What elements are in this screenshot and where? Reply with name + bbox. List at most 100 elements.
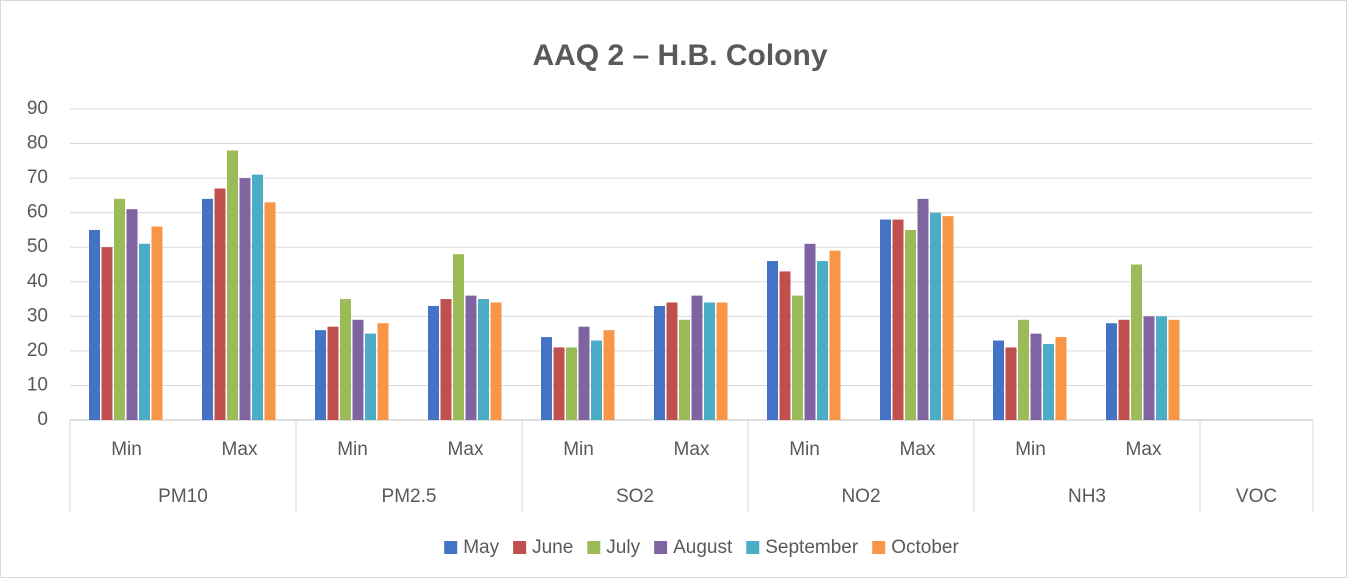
bar — [541, 337, 552, 420]
y-tick-label: 60 — [27, 202, 48, 223]
x-tick-label: Max — [1126, 439, 1162, 460]
bar — [679, 319, 690, 420]
legend-label: July — [606, 537, 640, 558]
bar — [993, 340, 1004, 420]
bar — [101, 247, 113, 420]
x-tick-label: Min — [563, 439, 594, 460]
bar — [817, 261, 828, 420]
bar — [453, 254, 464, 420]
y-tick-label: 50 — [27, 236, 48, 257]
bar — [89, 229, 100, 420]
legend-label: August — [673, 537, 733, 558]
bar — [490, 302, 502, 420]
y-tick-label: 70 — [27, 167, 48, 188]
legend-label: June — [532, 537, 573, 558]
bar — [1168, 319, 1180, 420]
legend-swatch — [444, 541, 458, 554]
legend-swatch — [513, 541, 527, 554]
bar — [1143, 316, 1155, 420]
legend-swatch — [872, 541, 886, 554]
group-label: NO2 — [841, 486, 880, 507]
bar — [264, 202, 276, 420]
bar — [905, 229, 916, 420]
x-tick-label: Max — [900, 439, 936, 460]
legend-label: May — [463, 537, 499, 558]
bar — [829, 250, 841, 420]
bar — [340, 299, 351, 420]
bar — [1156, 316, 1167, 420]
group-label: NH3 — [1068, 486, 1106, 507]
bar — [880, 219, 891, 420]
bar — [1055, 337, 1067, 420]
bar — [930, 212, 941, 420]
bar — [327, 326, 339, 420]
bar — [428, 305, 439, 420]
bar — [1030, 333, 1042, 420]
bar — [767, 261, 778, 420]
legend-swatch — [587, 541, 601, 554]
x-tick-label: Min — [789, 439, 820, 460]
legend-swatch — [746, 541, 760, 554]
bar — [804, 243, 816, 420]
legend-swatch — [654, 541, 668, 554]
bar — [792, 295, 803, 420]
bar — [227, 150, 238, 420]
bar — [214, 188, 226, 420]
bar — [1018, 319, 1029, 420]
bar — [666, 302, 678, 420]
y-tick-label: 0 — [37, 409, 48, 430]
bar — [553, 347, 565, 420]
bar — [603, 330, 615, 420]
bar — [1106, 323, 1117, 420]
group-label: PM10 — [158, 486, 208, 507]
bar — [139, 243, 150, 420]
bar — [654, 305, 665, 420]
bar — [252, 174, 263, 420]
bar — [942, 216, 954, 420]
bar — [892, 219, 904, 420]
y-tick-label: 80 — [27, 133, 48, 154]
x-tick-label: Max — [448, 439, 484, 460]
bar — [716, 302, 728, 420]
bar — [1005, 347, 1017, 420]
x-tick-label: Min — [337, 439, 368, 460]
bar — [151, 226, 163, 420]
bar — [315, 330, 326, 420]
bar — [377, 323, 389, 420]
bar — [917, 198, 929, 420]
bar — [578, 326, 590, 420]
bar — [566, 347, 577, 420]
bar — [202, 198, 213, 420]
bar — [478, 299, 489, 420]
y-tick-label: 20 — [27, 340, 48, 361]
y-tick-label: 90 — [27, 98, 48, 119]
y-tick-label: 40 — [27, 271, 48, 292]
group-label: SO2 — [616, 486, 654, 507]
x-tick-label: Max — [222, 439, 258, 460]
bar — [1131, 264, 1142, 420]
x-tick-label: Min — [1015, 439, 1046, 460]
bar — [691, 295, 703, 420]
bar — [591, 340, 602, 420]
chart-title: AAQ 2 – H.B. Colony — [532, 39, 827, 72]
bar — [779, 271, 791, 420]
bar — [704, 302, 715, 420]
bar — [440, 299, 452, 420]
bar — [1118, 319, 1130, 420]
bar — [1043, 343, 1054, 420]
bar — [465, 295, 477, 420]
bar — [239, 178, 251, 420]
legend-label: October — [891, 537, 959, 558]
group-label: VOC — [1236, 486, 1277, 507]
bar — [365, 333, 376, 420]
group-label: PM2.5 — [382, 486, 437, 507]
y-tick-label: 30 — [27, 305, 48, 326]
bar — [126, 209, 138, 420]
y-tick-label: 10 — [27, 374, 48, 395]
legend-label: September — [765, 537, 859, 558]
bar — [114, 198, 125, 420]
bar — [352, 319, 364, 420]
x-tick-label: Min — [111, 439, 142, 460]
x-tick-label: Max — [674, 439, 710, 460]
